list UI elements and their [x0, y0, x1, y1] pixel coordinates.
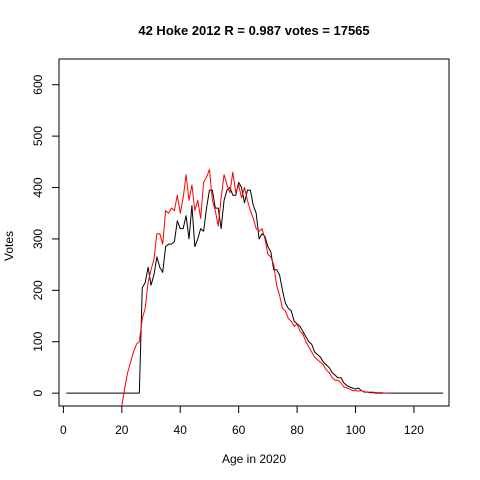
y-axis: 0 100 200 300 400 500 600: [31, 74, 60, 396]
y-tick-label: 0: [31, 389, 45, 396]
y-tick-label: 500: [31, 126, 45, 146]
series-line-1: [121, 169, 391, 407]
series-lines: [66, 169, 444, 407]
y-tick-label: 200: [31, 280, 45, 300]
x-tick-label: 100: [346, 423, 366, 437]
x-tick-label: 60: [232, 423, 246, 437]
y-tick-label: 100: [31, 331, 45, 351]
x-tick-label: 80: [290, 423, 304, 437]
x-tick-label: 20: [115, 423, 129, 437]
chart-title: 42 Hoke 2012 R = 0.987 votes = 17565: [138, 23, 369, 38]
y-tick-label: 300: [31, 229, 45, 249]
y-axis-label: Votes: [2, 231, 16, 261]
x-tick-label: 0: [60, 423, 67, 437]
x-axis: 0 20 40 60 80 100 120: [60, 405, 424, 437]
x-tick-label: 40: [174, 423, 188, 437]
x-tick-label: 120: [404, 423, 424, 437]
y-tick-label: 400: [31, 177, 45, 197]
y-tick-label: 600: [31, 74, 45, 94]
x-axis-label: Age in 2020: [222, 452, 286, 466]
series-line-0: [66, 181, 444, 394]
